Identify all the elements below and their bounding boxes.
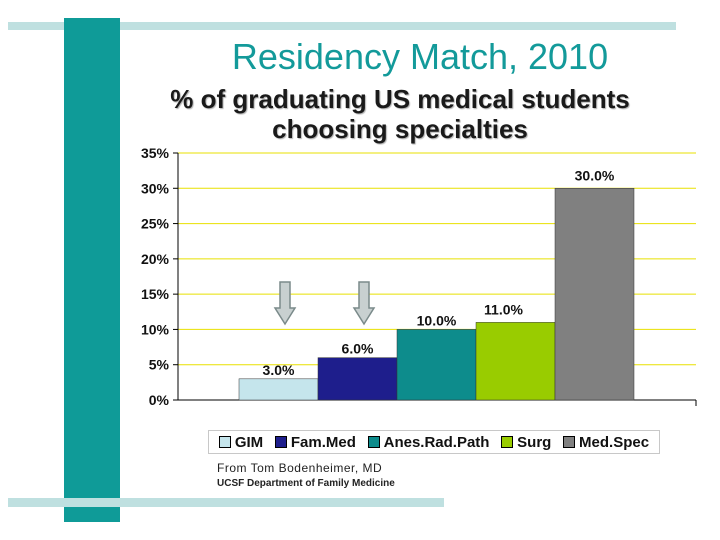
legend-label: Med.Spec [579,433,650,451]
bar-anes-rad-path [396,329,477,401]
legend-swatch [367,436,380,448]
legend-item: Anes.Rad.Path [367,433,490,451]
chart-legend: GIM Fam.Med Anes.Rad.Path Surg Med.Spec [208,430,660,454]
y-tick-label: 25% [141,216,170,232]
down-arrow-icon [273,281,297,326]
y-tick-label: 20% [141,251,170,267]
chart-subtitle: % of graduating US medical students choo… [170,84,630,144]
credit-department: UCSF Department of Family Medicine [217,478,395,489]
legend-item: Surg [501,434,551,451]
legend-swatch [218,436,231,448]
legend-swatch [501,436,514,448]
bottom-accent-stripe [8,498,444,507]
top-accent-stripe [8,22,676,30]
legend-label: Surg [517,433,552,451]
left-accent-bar [64,18,120,522]
legend-swatch [563,436,576,448]
data-label: 6.0% [342,341,374,357]
y-tick-label: 35% [141,145,170,161]
bar-fam-med [317,357,398,401]
y-tick-label: 10% [141,321,170,337]
y-tick-label: 0% [149,392,170,408]
legend-label: Fam.Med [290,433,356,451]
slide-title: Residency Match, 2010 [231,36,609,77]
down-arrow-icon [352,281,376,326]
legend-label: Anes.Rad.Path [383,433,490,451]
legend-item: GIM [218,433,264,451]
credit-author: From Tom Bodenheimer, MD [217,461,383,475]
legend-item: Med.Spec [563,434,649,451]
legend-swatch [274,436,287,448]
bar-gim [238,378,319,401]
data-label: 30.0% [575,167,615,183]
data-label: 10.0% [417,312,457,328]
y-tick-label: 15% [141,286,170,302]
data-label: 11.0% [484,301,523,317]
y-tick-label: 30% [141,180,170,196]
legend-item: Fam.Med [274,433,356,451]
data-label: 3.0% [263,362,295,378]
bar-surg [475,322,556,401]
bar-med-spec [554,188,635,401]
legend-label: GIM [234,433,264,451]
y-tick-label: 5% [149,357,170,373]
